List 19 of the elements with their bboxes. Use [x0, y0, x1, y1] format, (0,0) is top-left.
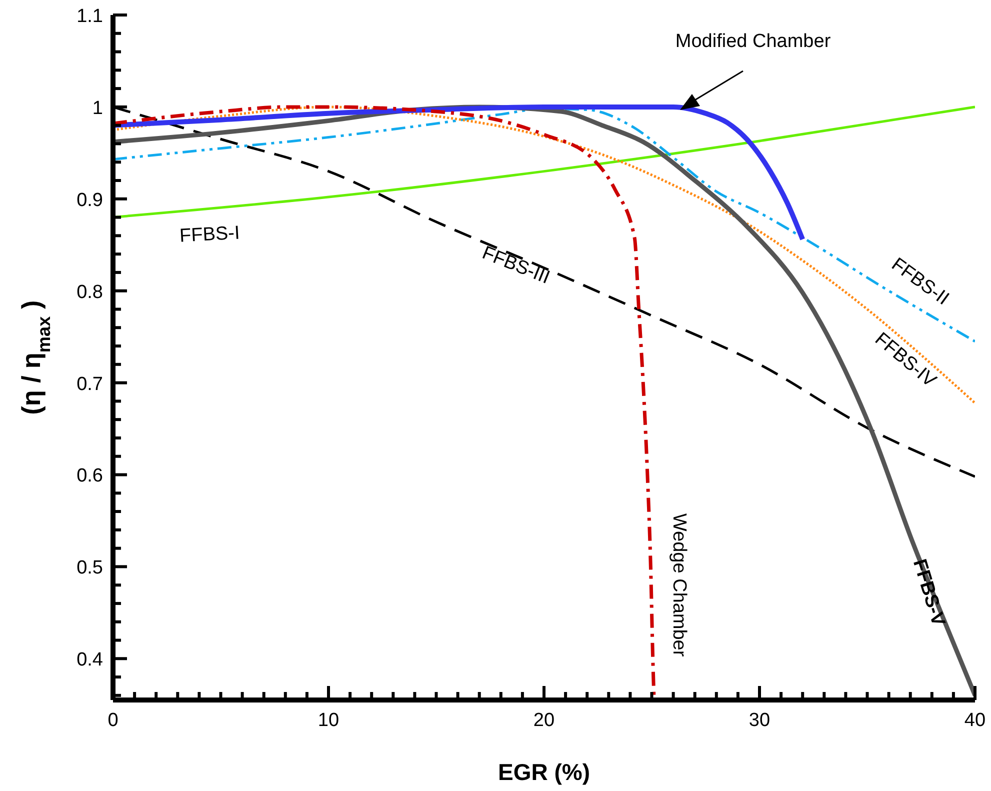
y-tick-label: 0.4 [76, 650, 104, 671]
y-tick-label: 1.1 [76, 6, 103, 27]
y-tick-label: 0.6 [76, 466, 103, 487]
y-tick-label: 1 [92, 98, 103, 119]
x-tick-label: 30 [748, 710, 770, 731]
x-tick-label: 20 [533, 710, 555, 731]
text: Wedge Chamber [668, 513, 690, 658]
series-label: FFBS-I [179, 222, 240, 247]
x-tick-label: 40 [964, 710, 986, 731]
y-tick-label: 0.9 [76, 190, 103, 211]
x-tick-label: 0 [108, 710, 118, 731]
line-series [113, 106, 975, 219]
y-tick-label: 0.8 [76, 282, 103, 303]
y-tick-label: 0.7 [76, 374, 103, 395]
line-series [113, 105, 656, 698]
x-axis-title: EGR (%) [498, 759, 590, 785]
x-tick-label: 10 [318, 710, 340, 731]
y-tick-label: 0.5 [76, 558, 103, 579]
text: Modified Chamber [675, 31, 832, 52]
